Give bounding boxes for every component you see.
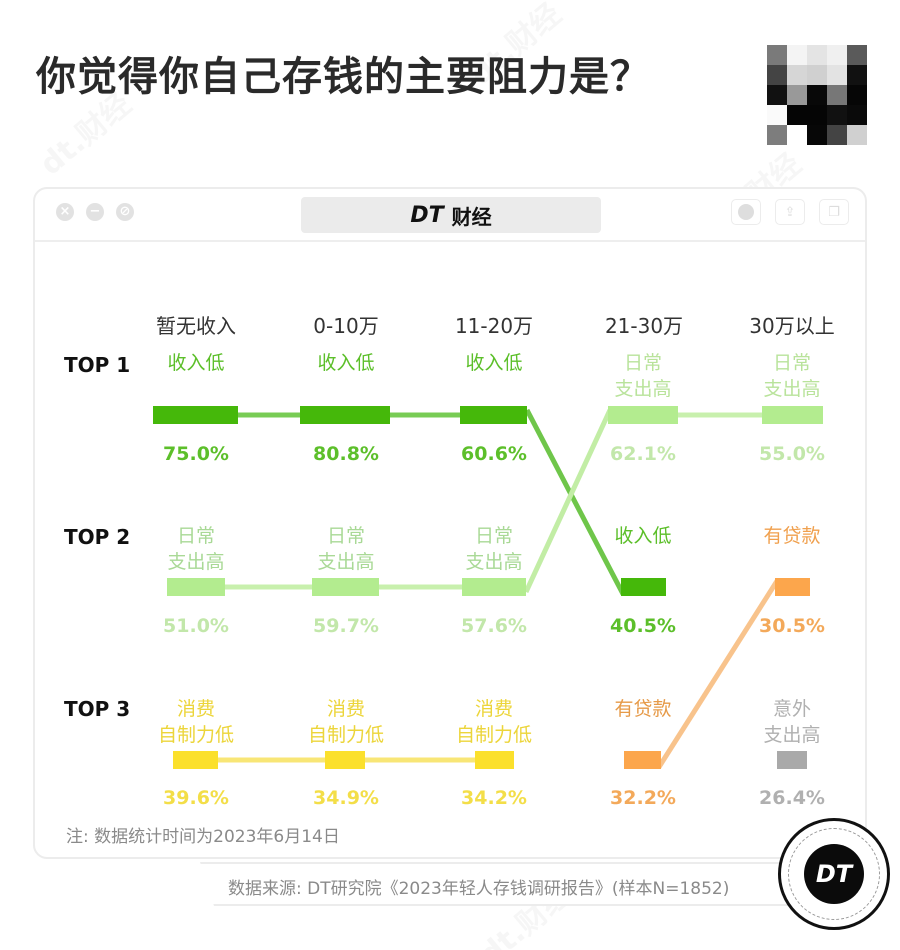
- value-label: 55.0%: [759, 443, 825, 465]
- column-header: 0-10万: [313, 314, 379, 338]
- source-text: 数据来源: DT研究院《2023年轻人存钱调研报告》(样本N=1852): [228, 879, 730, 899]
- value-label: 57.6%: [461, 615, 527, 637]
- category-label: 收入低: [167, 352, 225, 374]
- duplicate-button[interactable]: ❐: [819, 199, 849, 225]
- row-header-top1: TOP 1: [64, 353, 131, 377]
- value-label: 80.8%: [313, 443, 379, 465]
- category-label: 收入低: [614, 525, 672, 547]
- category-label: 日常 支出高: [167, 525, 225, 573]
- series-income-low: [153, 406, 666, 596]
- category-label: 有贷款: [614, 698, 672, 720]
- category-label: 消费 自制力低: [455, 698, 532, 746]
- minimize-icon[interactable]: −: [86, 203, 104, 221]
- value-label: 30.5%: [759, 615, 825, 637]
- record-button[interactable]: [731, 199, 761, 225]
- value-label: 34.9%: [313, 787, 379, 809]
- series-loan: [624, 578, 810, 769]
- value-label: 62.1%: [610, 443, 676, 465]
- duplicate-icon: ❐: [828, 204, 840, 220]
- category-label: 消费 自制力低: [157, 698, 234, 746]
- dt-logo: DT: [410, 202, 444, 228]
- column-header: 暂无收入: [156, 314, 236, 338]
- value-label: 60.6%: [461, 443, 527, 465]
- category-label: 日常 支出高: [465, 525, 523, 573]
- qr-code: [767, 45, 867, 145]
- share-button[interactable]: ⇪: [775, 199, 805, 225]
- page-title: 你觉得你自己存钱的主要阻力是？: [36, 54, 651, 100]
- value-label: 39.6%: [163, 787, 229, 809]
- window-title-bar: DT 财经: [301, 197, 601, 233]
- value-label: 34.2%: [461, 787, 527, 809]
- category-label: 日常 支出高: [763, 352, 821, 400]
- date-note: 注: 数据统计时间为2023年6月14日: [66, 827, 340, 847]
- category-label: 日常 支出高: [317, 525, 375, 573]
- brand-name: 财经: [451, 204, 492, 229]
- window-header: × − ⊘ DT 财经 ⇪ ❐: [35, 189, 865, 242]
- close-icon[interactable]: ×: [56, 203, 74, 221]
- browser-window: × − ⊘ DT 财经 ⇪ ❐: [33, 187, 867, 859]
- value-label: 26.4%: [759, 787, 825, 809]
- row-header-top2: TOP 2: [64, 525, 131, 549]
- series-daily-expense-high: [167, 406, 823, 596]
- fullscreen-icon[interactable]: ⊘: [116, 203, 134, 221]
- value-label: 75.0%: [163, 443, 229, 465]
- value-label: 40.5%: [610, 615, 676, 637]
- value-label: 59.7%: [313, 615, 379, 637]
- column-header: 11-20万: [454, 314, 534, 338]
- series-unexpected-expense: [777, 751, 807, 769]
- dt-logo-icon: DT: [804, 844, 864, 904]
- category-label: 日常 支出高: [614, 352, 672, 400]
- circle-icon: [738, 204, 754, 220]
- column-header: 30万以上: [749, 314, 835, 338]
- category-label: 有贷款: [763, 525, 821, 547]
- series-self-control-low: [173, 751, 514, 769]
- category-label: 意外 支出高: [763, 698, 821, 746]
- category-label: 收入低: [317, 352, 375, 374]
- category-label: 消费 自制力低: [307, 698, 384, 746]
- value-label: 51.0%: [163, 615, 229, 637]
- value-label: 32.2%: [610, 787, 676, 809]
- row-header-top3: TOP 3: [64, 697, 131, 721]
- category-label: 收入低: [465, 352, 523, 374]
- dt-badge-ring: [788, 828, 880, 920]
- source-banner: [200, 862, 800, 906]
- column-header: 21-30万: [604, 314, 684, 338]
- share-icon: ⇪: [784, 204, 796, 220]
